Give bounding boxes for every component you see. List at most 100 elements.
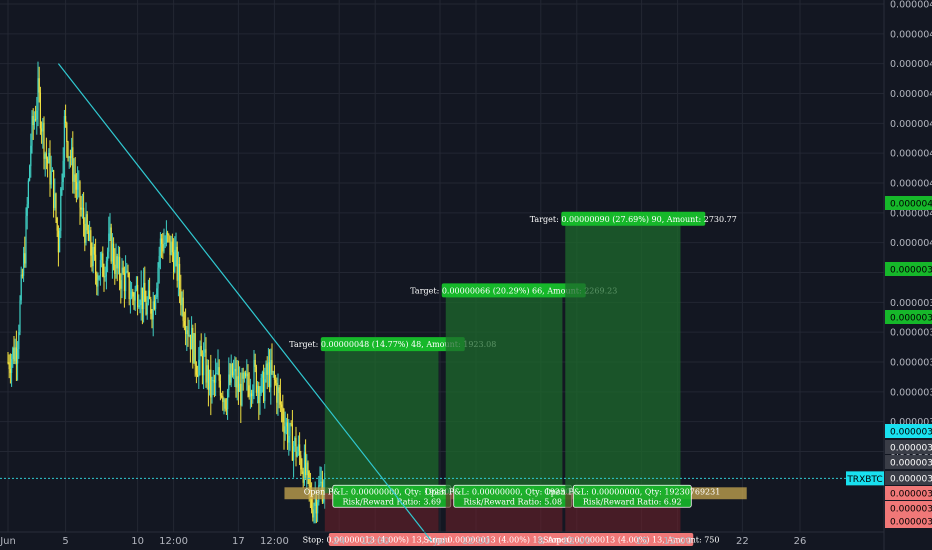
symbol-tag: TRXBTC <box>846 471 884 486</box>
candle-body <box>249 393 251 397</box>
candle-body <box>295 437 297 457</box>
candle-body <box>151 313 153 320</box>
position-tools[interactable]: Target: 0.00000048 (14.77%) 48, Amount: … <box>284 211 747 547</box>
candle-body <box>129 298 131 300</box>
price-tag-label: 0.00000312 <box>890 490 932 500</box>
candle-body <box>221 395 223 397</box>
candle-body <box>41 128 43 132</box>
candle-body <box>181 297 183 306</box>
candle-body <box>299 444 301 456</box>
candle-body <box>254 359 256 367</box>
candle-body <box>89 230 91 241</box>
target-zone[interactable] <box>445 296 563 494</box>
candle-body <box>303 452 305 483</box>
time-axis[interactable]: Jun 5 10 12:00 17 12:00 24 12:00 Jul 12:00 8 12:00 1… <box>0 531 884 547</box>
candle-body <box>281 404 283 408</box>
candle-body <box>229 374 231 383</box>
candle-body <box>319 483 321 486</box>
candle-body <box>241 372 243 406</box>
candle-body <box>96 274 98 287</box>
candle-body <box>33 119 35 125</box>
candle-body <box>117 256 119 269</box>
candle-body <box>51 170 53 172</box>
candle-body <box>78 181 80 183</box>
candle-body <box>159 238 161 257</box>
candle-body <box>165 232 167 243</box>
candle-body <box>300 455 302 470</box>
trendline[interactable] <box>57 63 432 542</box>
candle-body <box>248 385 250 397</box>
candle-body <box>320 481 322 484</box>
candle-body <box>116 256 118 269</box>
candle-body <box>27 180 29 205</box>
candle-body <box>19 300 21 333</box>
price-tag-stop <box>885 486 932 500</box>
candle-body <box>161 238 163 244</box>
candle-body <box>103 276 105 278</box>
x-tick-label: 24 <box>333 536 346 547</box>
x-tick-label: 12:00 <box>260 536 289 547</box>
candle-body <box>293 446 295 461</box>
target-zone[interactable] <box>565 224 681 494</box>
stop-label-box <box>328 533 453 547</box>
stop-label: Stop: 0.00000013 (4.00%) 13, Amount: 750 <box>303 536 479 545</box>
candle-body <box>264 379 266 402</box>
stop-label-box <box>449 533 574 547</box>
candle-body <box>29 166 31 181</box>
x-tick-label: 15 <box>635 536 648 547</box>
x-tick-label: 12:00 <box>159 536 188 547</box>
candle-body <box>279 392 281 405</box>
candle-body <box>155 297 157 310</box>
candle-body <box>80 207 82 210</box>
candle-body <box>277 387 279 403</box>
candle-body <box>18 332 20 350</box>
candle-body <box>39 92 41 129</box>
candle-body <box>205 349 207 383</box>
price-tag-label: 0.00000391 <box>890 266 932 276</box>
candle-body <box>259 393 261 404</box>
candle-body <box>15 347 17 364</box>
price-tag-entry <box>885 455 932 469</box>
candle-body <box>199 345 201 360</box>
candle-body <box>204 349 206 353</box>
candle-body <box>301 469 303 472</box>
candle-body <box>133 296 135 301</box>
y-tick-label: 0.00000450 <box>890 119 932 130</box>
candle-body <box>98 275 100 280</box>
y-tick-label: 0.00000390 <box>890 298 932 309</box>
candle-body <box>311 491 313 510</box>
candle-body <box>105 260 107 277</box>
y-tick-label: 0.00000490 <box>890 0 932 11</box>
candle-body <box>169 235 171 255</box>
candle-body <box>222 395 224 403</box>
candle-body <box>255 366 257 393</box>
target-zone[interactable] <box>324 350 439 494</box>
candle-body <box>282 407 284 423</box>
candle-body <box>163 244 165 252</box>
candle-body <box>104 276 106 278</box>
candle-body <box>73 174 75 182</box>
price-tag-target <box>885 262 932 276</box>
candle-body <box>197 374 199 377</box>
candle-body <box>267 362 269 375</box>
candle-body <box>44 153 46 159</box>
candle-body <box>50 171 52 185</box>
candle-body <box>276 382 278 403</box>
candle-body <box>75 182 77 190</box>
grid <box>0 0 884 532</box>
candle-body <box>53 170 55 208</box>
candle-body <box>171 241 173 253</box>
candle-body <box>237 376 239 392</box>
candle-body <box>215 373 217 383</box>
candle-body <box>235 368 237 388</box>
candle-body <box>271 360 273 372</box>
candle-body <box>144 282 146 302</box>
candle-body <box>115 256 117 274</box>
candle-body <box>223 399 225 403</box>
candle-body <box>131 291 133 299</box>
candle-body <box>246 373 248 377</box>
y-tick-label: 0.00000470 <box>890 59 932 70</box>
candle-body <box>233 371 235 376</box>
candle-body <box>7 362 9 363</box>
